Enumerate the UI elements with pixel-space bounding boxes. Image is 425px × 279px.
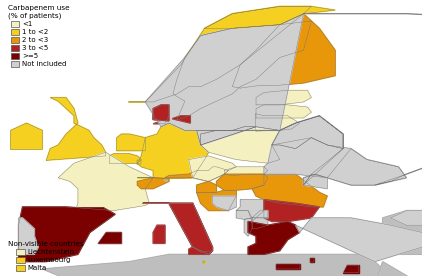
Polygon shape bbox=[145, 14, 425, 185]
Polygon shape bbox=[252, 211, 268, 218]
Polygon shape bbox=[143, 203, 212, 254]
Polygon shape bbox=[19, 218, 38, 254]
Polygon shape bbox=[201, 127, 280, 163]
Polygon shape bbox=[264, 138, 406, 185]
Polygon shape bbox=[98, 232, 122, 243]
Polygon shape bbox=[129, 6, 335, 102]
Polygon shape bbox=[232, 14, 335, 88]
Polygon shape bbox=[42, 254, 382, 279]
Polygon shape bbox=[165, 179, 167, 181]
Polygon shape bbox=[236, 211, 252, 219]
Polygon shape bbox=[310, 258, 314, 262]
Polygon shape bbox=[204, 6, 312, 28]
Polygon shape bbox=[137, 123, 209, 179]
Polygon shape bbox=[255, 114, 300, 131]
Polygon shape bbox=[276, 264, 300, 269]
Polygon shape bbox=[296, 218, 422, 262]
Polygon shape bbox=[272, 116, 343, 149]
Polygon shape bbox=[153, 105, 169, 121]
Polygon shape bbox=[248, 222, 300, 254]
Polygon shape bbox=[212, 196, 236, 211]
Legend: Liechtenstein, Luxembourg, Malta: Liechtenstein, Luxembourg, Malta bbox=[6, 240, 85, 273]
Polygon shape bbox=[367, 262, 425, 279]
Polygon shape bbox=[203, 261, 205, 263]
Polygon shape bbox=[264, 200, 319, 222]
Polygon shape bbox=[236, 200, 264, 222]
Polygon shape bbox=[58, 152, 153, 211]
Polygon shape bbox=[137, 178, 169, 189]
Polygon shape bbox=[189, 156, 236, 181]
Polygon shape bbox=[189, 247, 212, 254]
Polygon shape bbox=[244, 218, 252, 236]
Polygon shape bbox=[137, 160, 141, 164]
Polygon shape bbox=[256, 90, 312, 105]
Polygon shape bbox=[252, 174, 327, 207]
Polygon shape bbox=[46, 98, 106, 160]
Polygon shape bbox=[224, 167, 268, 175]
Polygon shape bbox=[216, 174, 268, 190]
Polygon shape bbox=[153, 105, 169, 124]
Polygon shape bbox=[256, 105, 312, 118]
Polygon shape bbox=[110, 154, 141, 163]
Polygon shape bbox=[172, 116, 190, 123]
Polygon shape bbox=[382, 211, 425, 254]
Polygon shape bbox=[197, 181, 216, 192]
Polygon shape bbox=[153, 225, 165, 243]
Polygon shape bbox=[165, 167, 228, 181]
Polygon shape bbox=[197, 190, 236, 211]
Polygon shape bbox=[303, 174, 327, 189]
Polygon shape bbox=[173, 21, 312, 120]
Polygon shape bbox=[11, 123, 42, 149]
Polygon shape bbox=[19, 207, 115, 262]
Polygon shape bbox=[117, 134, 145, 151]
Polygon shape bbox=[252, 218, 268, 229]
Polygon shape bbox=[143, 203, 212, 254]
Polygon shape bbox=[343, 265, 359, 273]
Polygon shape bbox=[391, 211, 425, 225]
